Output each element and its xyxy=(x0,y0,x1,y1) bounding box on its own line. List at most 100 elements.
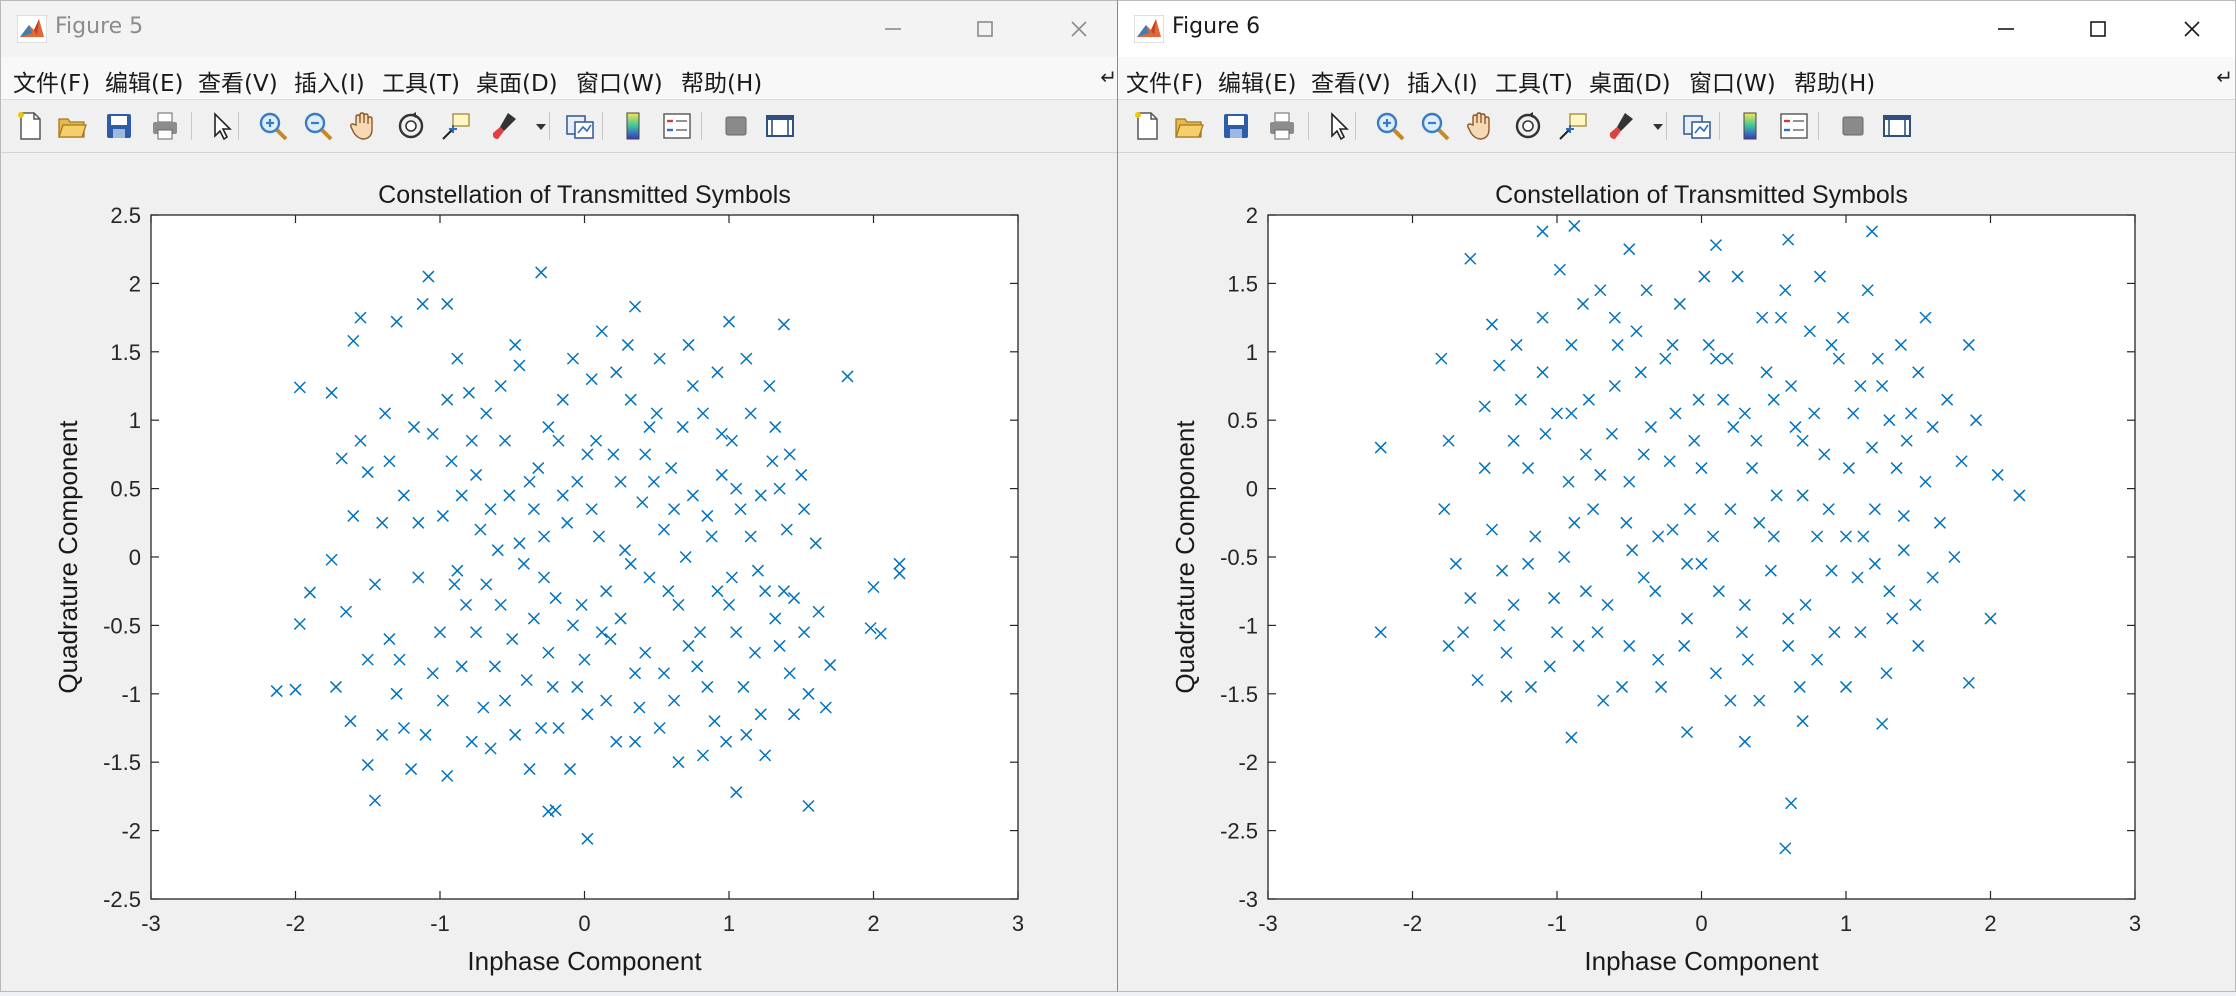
brush-icon[interactable] xyxy=(488,109,522,143)
menu-view[interactable]: 查看(V) xyxy=(1311,71,1391,97)
x-tick-label: 2 xyxy=(867,911,879,936)
scatter-point xyxy=(1626,544,1639,557)
rotate-3d-icon[interactable] xyxy=(394,109,428,143)
menu-window[interactable]: 窗口(W) xyxy=(1689,71,1776,97)
menu-tools[interactable]: 工具(T) xyxy=(382,71,460,97)
legend-icon[interactable] xyxy=(660,109,694,143)
scatter-point xyxy=(629,735,642,748)
menu-help[interactable]: 帮助(H) xyxy=(1794,71,1876,97)
scatter-point xyxy=(426,667,439,680)
link-plot-icon[interactable] xyxy=(563,109,597,143)
save-icon[interactable] xyxy=(102,109,136,143)
hide-plot-tools-icon[interactable] xyxy=(1836,109,1870,143)
scatter-point xyxy=(607,448,620,461)
scatter-point xyxy=(383,633,396,646)
scatter-point xyxy=(624,557,637,570)
menu-file[interactable]: 文件(F) xyxy=(1126,71,1204,97)
zoom-out-icon[interactable] xyxy=(301,109,335,143)
print-icon[interactable] xyxy=(148,109,182,143)
scatter-point xyxy=(1941,393,1954,406)
scatter-point xyxy=(1912,639,1925,652)
brush-icon[interactable] xyxy=(1605,109,1639,143)
zoom-in-icon[interactable] xyxy=(256,109,290,143)
link-plot-icon[interactable] xyxy=(1680,109,1714,143)
menu-edit[interactable]: 编辑(E) xyxy=(1218,71,1297,97)
zoom-out-icon[interactable] xyxy=(1418,109,1452,143)
title-bar[interactable]: Figure 5 xyxy=(1,1,1119,57)
legend-icon[interactable] xyxy=(1777,109,1811,143)
close-button[interactable] xyxy=(1049,9,1109,49)
scatter-point xyxy=(368,794,382,807)
menu-window[interactable]: 窗口(W) xyxy=(576,71,663,97)
pan-hand-icon[interactable] xyxy=(1463,109,1497,143)
title-bar[interactable]: Figure 6 xyxy=(1118,1,2235,57)
menu-desktop[interactable]: 桌面(D) xyxy=(1589,71,1671,97)
scatter-point xyxy=(412,516,425,529)
scatter-point xyxy=(696,407,710,420)
scatter-point xyxy=(484,503,497,516)
scatter-point xyxy=(416,297,429,310)
save-icon[interactable] xyxy=(1219,109,1253,143)
data-cursor-icon[interactable] xyxy=(1556,109,1590,143)
scatter-point xyxy=(1727,421,1740,434)
data-cursor-icon[interactable] xyxy=(439,109,473,143)
scatter-point xyxy=(1692,393,1705,406)
menu-help[interactable]: 帮助(H) xyxy=(681,71,763,97)
scatter-point xyxy=(1707,530,1720,543)
menu-view[interactable]: 查看(V) xyxy=(198,71,278,97)
show-plot-tools-icon[interactable] xyxy=(1880,109,1914,143)
scatter-point xyxy=(1601,598,1614,611)
scatter-point xyxy=(578,653,591,666)
menu-desktop[interactable]: 桌面(D) xyxy=(476,71,558,97)
scatter-point xyxy=(354,434,367,447)
open-icon[interactable] xyxy=(55,109,89,143)
minimize-button[interactable] xyxy=(863,9,923,49)
new-figure-icon[interactable] xyxy=(1130,109,1164,143)
menu-overflow-arrow-icon[interactable]: ↵ xyxy=(1100,65,1117,89)
menu-file[interactable]: 文件(F) xyxy=(13,71,91,97)
brush-dropdown-icon[interactable] xyxy=(1641,109,1663,143)
scatter-point xyxy=(441,393,454,406)
maximize-button[interactable] xyxy=(2068,9,2128,49)
menu-tools[interactable]: 工具(T) xyxy=(1495,71,1573,97)
menu-insert[interactable]: 插入(I) xyxy=(1407,71,1478,97)
scatter-point xyxy=(527,503,540,516)
select-pointer-icon[interactable] xyxy=(204,109,238,143)
scatter-point xyxy=(571,475,584,488)
colorbar-icon[interactable] xyxy=(616,109,650,143)
scatter-point xyxy=(1666,338,1679,351)
menu-insert[interactable]: 插入(I) xyxy=(294,71,365,97)
colorbar-icon[interactable] xyxy=(1733,109,1767,143)
menu-edit[interactable]: 编辑(E) xyxy=(105,71,184,97)
scatter-point xyxy=(1695,557,1708,570)
scatter-point xyxy=(610,366,623,379)
scatter-point xyxy=(744,530,757,543)
zoom-in-icon[interactable] xyxy=(1373,109,1407,143)
scatter-point xyxy=(1753,516,1766,529)
menu-overflow-arrow-icon[interactable]: ↵ xyxy=(2216,65,2233,89)
scatter-point xyxy=(552,434,565,447)
scatter-point xyxy=(441,769,454,782)
close-button[interactable] xyxy=(2162,9,2222,49)
scatter-point xyxy=(1724,503,1737,516)
scatter-point xyxy=(517,557,530,570)
minimize-button[interactable] xyxy=(1976,9,2036,49)
select-pointer-icon[interactable] xyxy=(1321,109,1355,143)
scatter-point xyxy=(513,537,526,550)
scatter-point xyxy=(419,728,432,741)
show-plot-tools-icon[interactable] xyxy=(763,109,797,143)
pan-hand-icon[interactable] xyxy=(346,109,380,143)
y-tick-label: 0 xyxy=(129,545,141,570)
new-figure-icon[interactable] xyxy=(13,109,47,143)
brush-dropdown-icon[interactable] xyxy=(524,109,546,143)
open-icon[interactable] xyxy=(1172,109,1206,143)
hide-plot-tools-icon[interactable] xyxy=(719,109,753,143)
maximize-button[interactable] xyxy=(955,9,1015,49)
rotate-3d-icon[interactable] xyxy=(1511,109,1545,143)
scatter-point xyxy=(1948,550,1961,564)
scatter-point xyxy=(1842,462,1855,475)
scatter-point xyxy=(653,721,666,735)
print-icon[interactable] xyxy=(1265,109,1299,143)
x-tick-label: 3 xyxy=(1012,911,1024,936)
scatter-point xyxy=(730,482,743,495)
